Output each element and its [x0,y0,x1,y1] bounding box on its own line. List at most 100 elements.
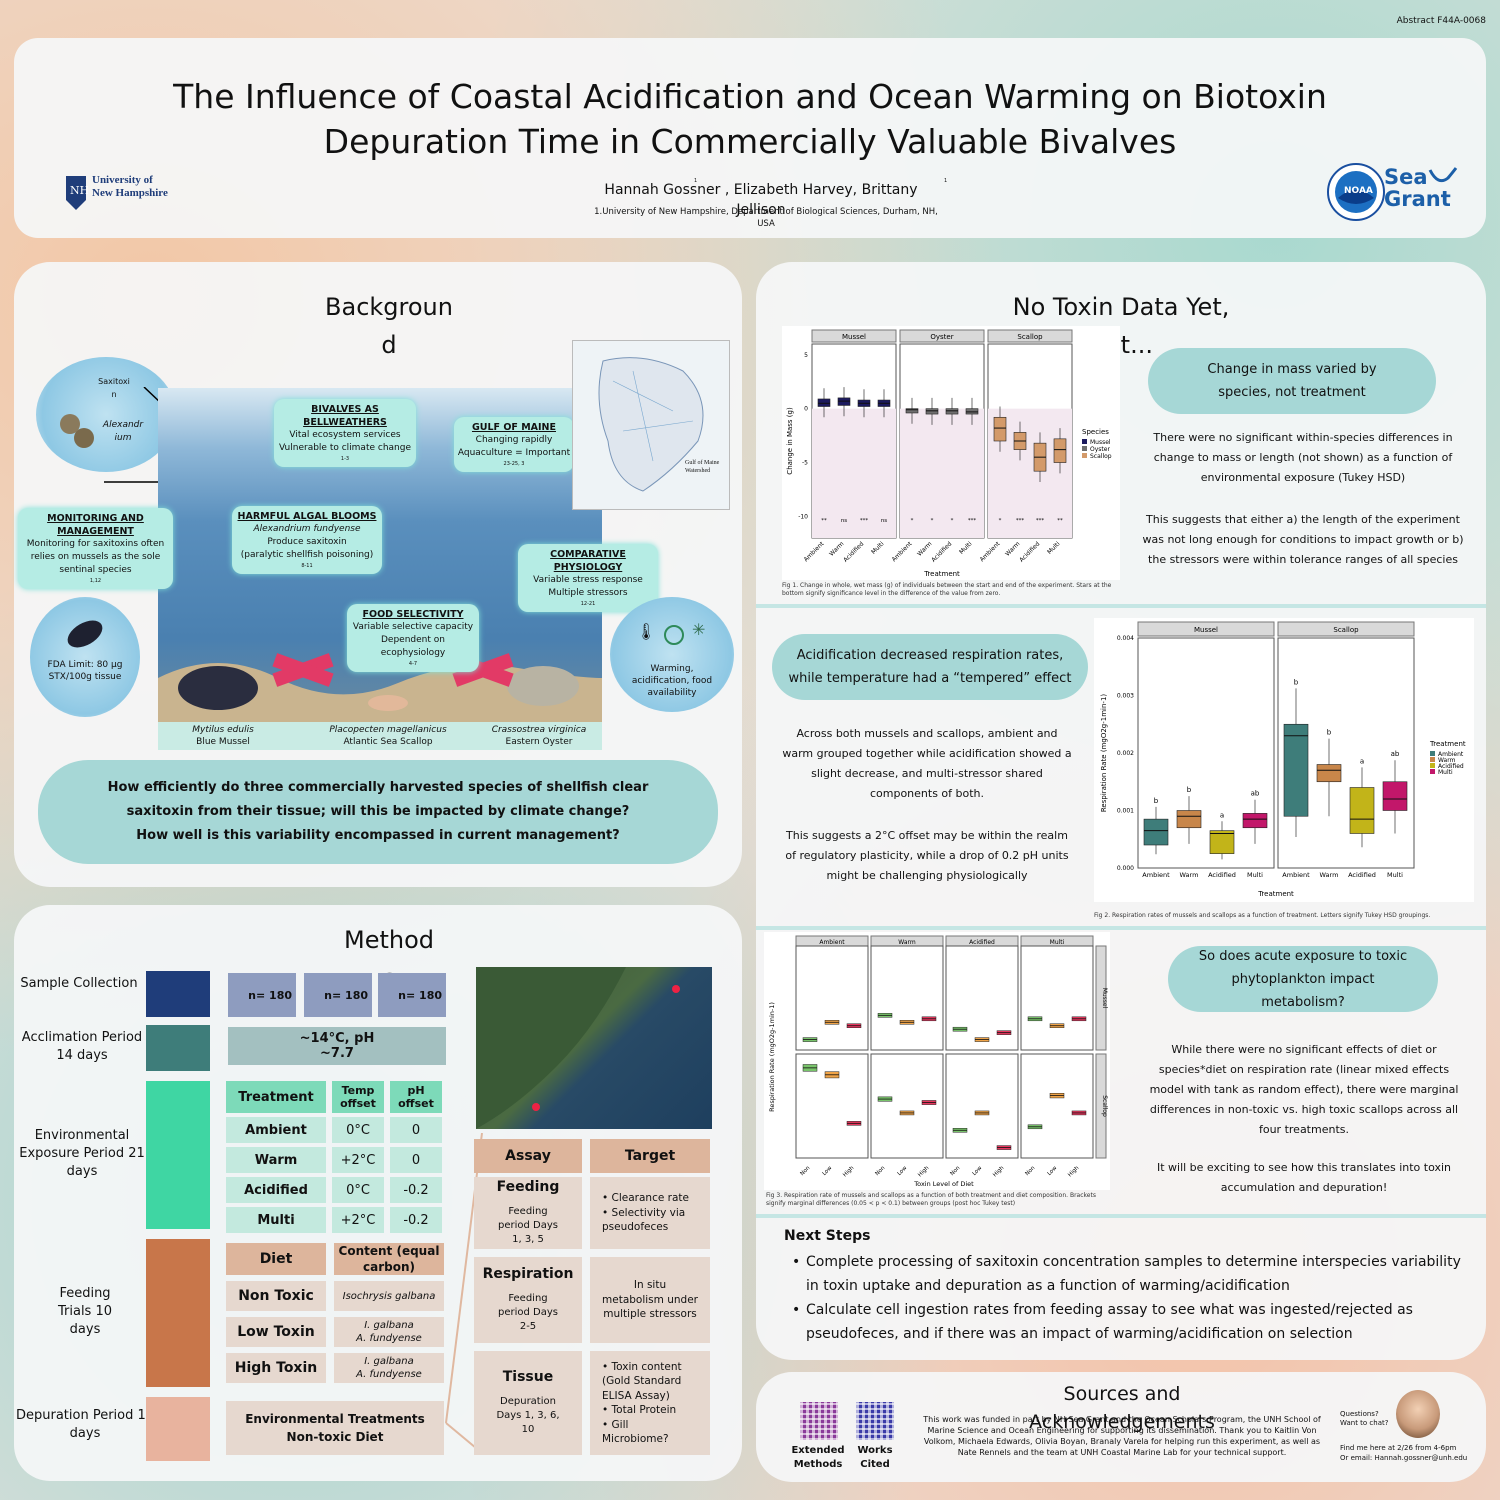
comparative-l1: Variable stress response [533,575,643,585]
qr-works-cited[interactable] [856,1402,894,1440]
author-sup-1: 1 [694,178,698,184]
box [925,408,939,415]
treatment-name: Warm [226,1147,326,1173]
species-strip: Mytilus edulis Blue Mussel Placopecten ma… [158,722,602,750]
species-scallop: Placopecten magellanicus Atlantic Sea Sca… [308,724,468,748]
figure-1-caption: Fig 1. Change in whole, wet mass (g) of … [782,582,1112,597]
legend-label: Acidified [1438,763,1464,770]
bullet-icon: • [602,1404,612,1416]
legend-label: Oyster [1090,446,1110,453]
assay-name: Tissue [502,1369,554,1385]
alexandrium-bubble: Saxitoxin Alexandrium [36,357,176,472]
questions-text: Questions? Want to chat? [1340,1410,1389,1427]
box [1283,723,1309,817]
group-letter: ab [1391,750,1400,758]
food-l1: Variable selective capacity [352,622,474,632]
stage-block-exposure [146,1081,210,1229]
qr-extended-methods[interactable] [800,1402,838,1440]
sig-label: ns [841,518,847,524]
author-photo [1396,1390,1440,1438]
comparative-l2: Multiple stressors [548,588,628,598]
species-oyster-sci: Crassostrea virginica [491,725,587,735]
result-3-text-1: While there were no significant effects … [1149,1043,1459,1136]
group-letter: a [1360,757,1364,765]
assay-target: • Total Protein [602,1403,676,1418]
box [1176,810,1202,829]
qr2-label: Works Cited [857,1445,893,1470]
gulf-of-maine-map: Gulf of Maine Watershed [572,340,730,510]
facet-strip [811,329,897,343]
species-oyster-common: Eastern Oyster [505,737,573,747]
facet-strip [899,329,985,343]
sig-label: * [911,518,914,524]
plankton-icon: ✳ [692,620,706,639]
legend-title: Treatment [1429,740,1466,748]
row-label: Mussel [1101,988,1108,1009]
diet-content: I. galbana A. fundyense [334,1317,444,1347]
row-label: Scallop [1101,1095,1108,1117]
bullet-icon: • [602,1192,612,1205]
figure-3-caption: Fig 3. Respiration rate of mussels and s… [766,1192,1096,1207]
title-line-2: Depuration Time in Commercially Valuable… [323,122,1177,161]
facet-label: Mussel [1194,626,1218,634]
legend-swatch [1082,453,1087,458]
gulf-title: GULF OF MAINE [471,422,556,433]
diet-content: I. galbana A. fundyense [334,1353,444,1383]
assay-name: Respiration [482,1266,574,1282]
facet-label: Acidified [969,939,995,946]
assay-target-text: Selectivity via pseudofeces [602,1206,686,1234]
below-zero-band [812,408,896,538]
treatment-name: Ambient [226,1117,326,1143]
wave-icon [1428,167,1458,183]
facet-panel [870,945,944,1051]
legend-swatch [1430,763,1435,768]
x-tick-label: Multi [870,540,886,556]
climate-text: Warming, acidification, food availabilit… [631,664,713,698]
diet-content-1: I. galbana [364,1356,414,1367]
species-scallop-sci: Placopecten magellanicus [329,725,447,735]
x-axis-label: Treatment [1257,890,1294,898]
unh-line-1: University of [92,174,153,186]
x-tick-label: Non [1024,1165,1036,1177]
bellweathers-title: BIVALVES AS BELLWEATHERS [303,404,387,428]
x-tick-label: High [1067,1165,1081,1179]
comparative-title: COMPARATIVE PHYSIOLOGY [550,549,626,573]
assay-detail: Depuration Days 1, 3, 6, 10 [496,1396,560,1435]
figure-3-chart: Ambient Non Low High Warm Non Low High Acidified… [768,935,1108,1188]
hab-l2: Produce saxitoxin [267,537,347,547]
hab-l1: Alexandrium fundyense [253,524,361,534]
noaa-logo: NOAA [1326,162,1386,222]
treatment-name: Multi [226,1207,326,1233]
treatment-value: 0 [390,1117,442,1143]
next-step-2: Calculate cell ingestion rates from feed… [784,1298,1468,1346]
x-tick-label: High [917,1165,931,1179]
group-letter: b [1187,786,1192,794]
sample-oyster-n: n= 180 [248,988,292,1002]
treatment-value: -0.2 [390,1207,442,1233]
x-tick-label: Acidified [1348,871,1376,879]
mussel-icon [67,620,103,648]
facet-label: Multi [1050,939,1065,946]
box [837,397,851,406]
assay-header-assay: Assay [474,1139,582,1173]
sign-comparative-physiology: COMPARATIVE PHYSIOLOGY Variable stress r… [518,544,658,612]
sign-gulf-of-maine: GULF OF MAINE Changing rapidly Aquacultu… [454,417,574,472]
facet-label: Ambient [819,939,845,946]
treatment-name: Acidified [226,1177,326,1203]
assay-target: • Toxin content (Gold Standard ELISA Ass… [602,1360,698,1404]
bellweathers-ref: 1-3 [340,456,350,462]
diet-header-diet: Diet [226,1243,326,1275]
assay-target: In situ metabolism under multiple stress… [602,1278,698,1322]
gulf-ref: 23-25, 3 [503,461,525,467]
treatment-value: 0 [390,1147,442,1173]
results-title: No Toxin Data Yet, But... [1012,293,1230,359]
result-1-text-2: This suggests that either a) the length … [1142,513,1464,566]
x-tick-label: Warm [1320,871,1339,879]
assay-target-text: Total Protein [611,1404,677,1416]
box [1143,818,1169,846]
food-ref: 4-7 [408,661,418,667]
diet-content-1: Isochrysis galbana [342,1290,436,1302]
box [965,408,979,415]
sources-title: Sources and Acknowledgements [1029,1383,1215,1433]
species-mussel-sci: Mytilus edulis [192,725,254,735]
